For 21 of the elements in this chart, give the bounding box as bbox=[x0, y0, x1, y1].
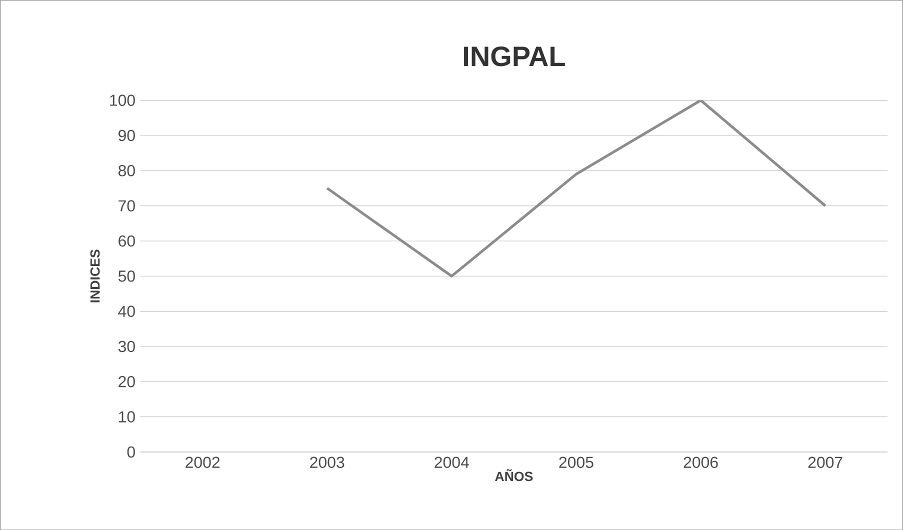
y-tick-label: 40 bbox=[118, 306, 135, 317]
x-tick-label: 2003 bbox=[310, 456, 344, 468]
x-tick-label: 2004 bbox=[434, 456, 469, 468]
y-tick-label: 10 bbox=[119, 411, 135, 422]
y-tick-label: 50 bbox=[118, 270, 135, 282]
x-tick-label: 2002 bbox=[186, 456, 220, 468]
y-tick-label: 90 bbox=[118, 130, 135, 141]
chart-title: INGPAL bbox=[464, 46, 565, 66]
y-axis-title: INDICES bbox=[90, 249, 100, 302]
y-tick-label: 100 bbox=[110, 94, 135, 106]
x-tick-label: 2006 bbox=[684, 456, 718, 468]
x-tick-label: 2007 bbox=[808, 456, 842, 468]
y-tick-label: 60 bbox=[118, 235, 135, 246]
y-tick-label: 70 bbox=[118, 200, 135, 212]
x-axis-title: AÑOS bbox=[495, 468, 533, 481]
line-series bbox=[326, 100, 827, 278]
y-tick-label: 20 bbox=[118, 376, 135, 388]
x-tick-label: 2005 bbox=[559, 456, 594, 468]
y-tick-label: 0 bbox=[127, 446, 135, 458]
y-tick-label: 30 bbox=[118, 340, 135, 352]
y-tick-label: 80 bbox=[118, 164, 135, 176]
